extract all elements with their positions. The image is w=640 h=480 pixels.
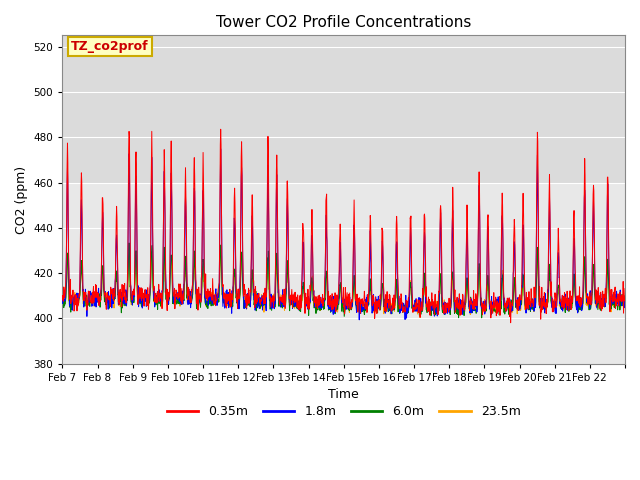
Legend: 0.35m, 1.8m, 6.0m, 23.5m: 0.35m, 1.8m, 6.0m, 23.5m — [162, 400, 525, 423]
Title: Tower CO2 Profile Concentrations: Tower CO2 Profile Concentrations — [216, 15, 471, 30]
Y-axis label: CO2 (ppm): CO2 (ppm) — [15, 166, 28, 234]
Text: TZ_co2prof: TZ_co2prof — [71, 40, 148, 53]
Bar — [62, 36, 625, 182]
X-axis label: Time: Time — [328, 388, 359, 401]
